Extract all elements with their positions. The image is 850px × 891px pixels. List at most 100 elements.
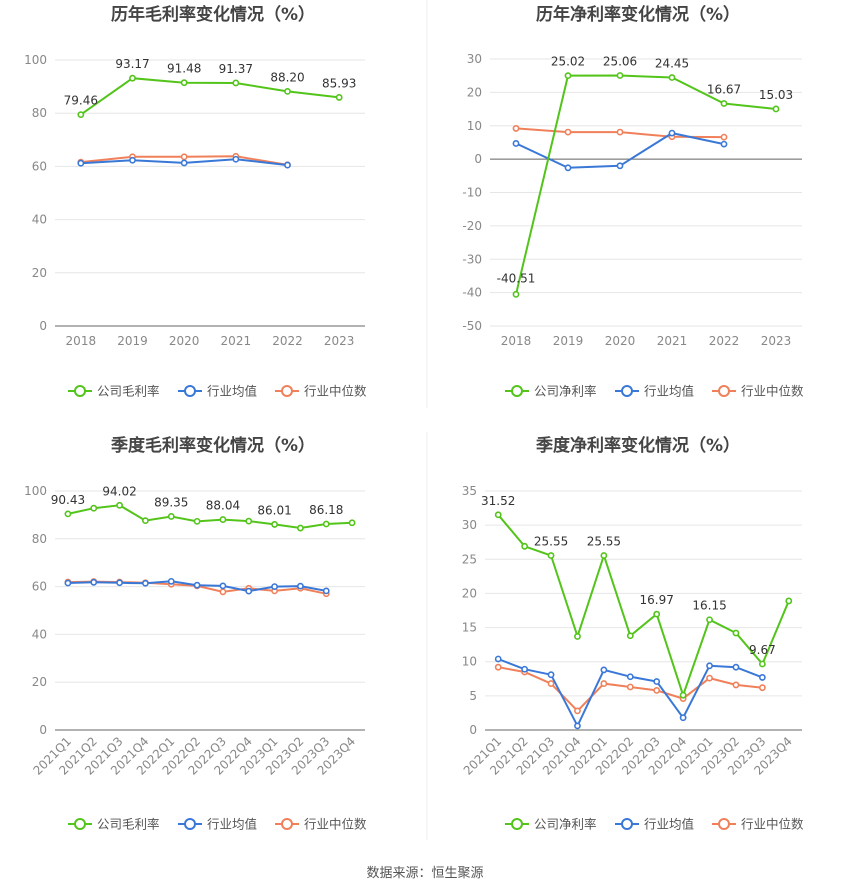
legend-label: 行业均值: [644, 817, 694, 832]
legend-marker-icon: [511, 385, 523, 397]
data-point: [322, 587, 330, 595]
y-tick-label: 80: [32, 532, 47, 546]
data-source-footer: 数据来源：恒生聚源: [366, 866, 484, 881]
data-point: [758, 674, 766, 681]
data-point: [521, 665, 529, 673]
data-label: 93.17: [115, 57, 149, 71]
data-point: [679, 691, 687, 699]
data-point: [512, 290, 520, 298]
y-tick-label: -10: [462, 186, 482, 200]
data-label: 25.06: [603, 54, 637, 68]
data-point: [494, 511, 502, 519]
legend-item[interactable]: 行业中位数: [275, 384, 367, 399]
data-point: [574, 722, 581, 730]
legend-marker-icon: [281, 818, 293, 830]
data-point: [720, 100, 728, 107]
y-tick-label: 0: [39, 723, 47, 737]
legend-marker-icon: [621, 385, 633, 397]
data-point: [90, 504, 98, 512]
legend-marker-icon: [281, 385, 293, 397]
y-tick-label: 20: [32, 675, 47, 689]
data-point: [616, 162, 624, 170]
data-point: [616, 72, 624, 79]
data-point: [232, 79, 240, 87]
y-tick-label: 30: [462, 518, 477, 532]
chart-title: 历年净利率变化情况（%）: [536, 4, 740, 25]
data-point: [758, 684, 766, 692]
y-tick-label: 100: [24, 484, 47, 498]
legend-item[interactable]: 行业中位数: [275, 817, 367, 832]
data-point: [512, 125, 520, 132]
data-label: 31.52: [481, 494, 515, 508]
data-point: [772, 105, 780, 113]
data-point: [653, 678, 661, 685]
legend-item[interactable]: 行业中位数: [712, 817, 804, 832]
y-tick-label: -50: [462, 319, 482, 333]
legend-item[interactable]: 公司净利率: [505, 817, 597, 832]
data-label: 89.35: [154, 495, 188, 509]
x-tick-label: 2018: [501, 334, 532, 348]
legend-item[interactable]: 公司净利率: [505, 384, 597, 399]
data-point: [626, 683, 634, 691]
data-point: [167, 577, 175, 585]
y-tick-label: 0: [474, 152, 482, 166]
legend-label: 公司毛利率: [97, 817, 160, 832]
data-point: [245, 587, 253, 595]
legend-item[interactable]: 公司毛利率: [68, 384, 160, 399]
legend-item[interactable]: 公司毛利率: [68, 817, 160, 832]
data-point: [271, 521, 278, 528]
data-point: [574, 707, 581, 715]
data-point: [668, 129, 676, 137]
x-tick-label: 2023: [324, 334, 355, 348]
y-tick-label: 10: [462, 655, 477, 669]
data-point: [494, 663, 502, 671]
data-label: 94.02: [102, 484, 136, 498]
legend-marker-icon: [184, 385, 196, 397]
data-label: 16.67: [707, 82, 741, 96]
data-point: [64, 510, 72, 518]
data-point: [626, 673, 634, 681]
data-point: [600, 666, 608, 674]
legend-item[interactable]: 行业均值: [178, 384, 257, 399]
legend-label: 行业中位数: [741, 384, 804, 399]
data-point: [245, 517, 253, 525]
x-tick-label: 2020: [169, 334, 200, 348]
data-label: 15.03: [759, 88, 793, 102]
series-line: [515, 74, 777, 295]
x-tick-label: 2021: [221, 334, 252, 348]
x-tick-label: 2022: [709, 334, 740, 348]
data-point: [64, 579, 72, 587]
data-point: [180, 159, 188, 167]
data-label: 91.37: [219, 62, 253, 76]
data-point: [706, 662, 713, 670]
data-label: 88.20: [270, 70, 304, 84]
data-point: [653, 610, 661, 618]
data-point: [564, 128, 572, 136]
x-tick-label: 2022: [272, 334, 303, 348]
chart-1: 历年毛利率变化情况（%） 0 20 40 60 80 100 2018 2019 2020 2021…: [24, 4, 367, 399]
data-point: [77, 111, 85, 119]
legend-item[interactable]: 行业均值: [615, 384, 694, 399]
legend-label: 行业均值: [644, 384, 694, 399]
legend-item[interactable]: 行业均值: [615, 817, 694, 832]
x-tick-label: 2020: [605, 334, 636, 348]
legend-item[interactable]: 行业中位数: [712, 384, 804, 399]
data-point: [142, 517, 149, 525]
legend-label: 公司净利率: [534, 817, 597, 832]
data-label: 86.18: [309, 503, 343, 517]
legend-item[interactable]: 行业均值: [178, 817, 257, 832]
y-tick-label: 25: [462, 552, 477, 566]
y-tick-label: 20: [462, 586, 477, 600]
data-point: [653, 686, 661, 694]
legend-marker-icon: [74, 818, 86, 830]
legend-label: 行业中位数: [304, 817, 367, 832]
data-point: [521, 542, 529, 550]
legend-label: 行业中位数: [304, 384, 367, 399]
chart-title: 季度毛利率变化情况（%）: [111, 435, 315, 456]
data-point: [77, 159, 85, 167]
data-label: 16.97: [640, 593, 674, 607]
legend-label: 公司净利率: [534, 384, 597, 399]
y-tick-label: 20: [32, 266, 47, 280]
chart-title: 历年毛利率变化情况（%）: [111, 4, 315, 25]
